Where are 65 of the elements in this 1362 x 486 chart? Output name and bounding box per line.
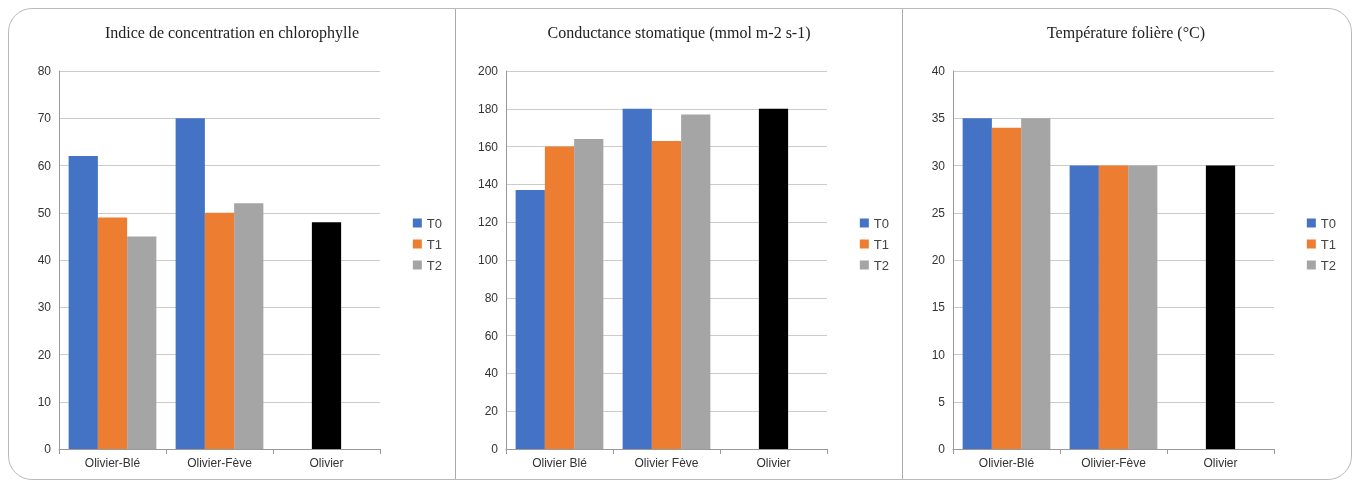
legend-label: T1 — [873, 236, 889, 252]
y-tick-label: 120 — [477, 215, 499, 230]
y-tick-label: 20 — [37, 347, 52, 362]
y-tick-label: 60 — [37, 158, 52, 173]
bar — [204, 212, 235, 449]
bar — [651, 140, 682, 449]
y-tick-label: 200 — [477, 64, 499, 78]
bar — [544, 146, 575, 449]
x-tick-label: Olivier — [1203, 456, 1238, 470]
bar — [1069, 165, 1099, 449]
legend-label: T1 — [426, 236, 442, 252]
y-tick-label: 160 — [477, 139, 499, 154]
legend-label: T2 — [426, 257, 442, 273]
chart-title: Température folière (°C) — [1046, 23, 1206, 42]
y-tick-label: 10 — [931, 347, 946, 362]
legend-label: T1 — [1320, 236, 1336, 252]
x-tick-label: Olivier — [309, 456, 344, 470]
x-tick-label: Olivier-Blé — [84, 456, 141, 470]
bar — [311, 222, 342, 449]
chart-title: Indice de concentration en chlorophylle — [104, 23, 360, 42]
bar — [991, 127, 1022, 449]
x-tick-label: Olivier Blé — [532, 456, 588, 470]
y-tick-label: 40 — [931, 64, 946, 78]
y-tick-label: 180 — [477, 101, 499, 116]
y-tick-label: 80 — [37, 64, 52, 78]
y-tick-label: 20 — [484, 404, 499, 419]
x-tick-label: Olivier — [756, 456, 791, 470]
x-tick-label: Olivier-Fève — [1081, 456, 1147, 470]
bar — [758, 108, 789, 449]
y-tick-label: 70 — [37, 111, 52, 126]
y-tick-label: 80 — [484, 290, 499, 305]
y-tick-label: 140 — [477, 177, 499, 192]
y-tick-label: 20 — [931, 253, 946, 267]
y-tick-label: 35 — [931, 111, 946, 126]
bar — [1098, 165, 1129, 449]
legend-label: T0 — [873, 215, 889, 231]
legend-label: T2 — [873, 257, 889, 273]
legend-label: T0 — [1320, 215, 1336, 231]
bar — [622, 108, 652, 449]
y-tick-label: 0 — [938, 442, 946, 456]
bar — [68, 156, 98, 449]
y-tick-label: 30 — [37, 300, 52, 315]
y-tick-label: 0 — [44, 442, 52, 456]
y-tick-label: 60 — [484, 328, 499, 343]
y-tick-label: 15 — [931, 300, 946, 315]
y-tick-label: 50 — [37, 205, 52, 220]
y-tick-label: 0 — [491, 442, 499, 456]
y-tick-label: 30 — [931, 158, 946, 173]
x-tick-label: Olivier-Fève — [187, 456, 253, 470]
legend-label: T0 — [426, 215, 442, 231]
bar — [962, 118, 992, 449]
bar — [515, 190, 545, 449]
y-tick-label: 5 — [938, 394, 946, 409]
y-tick-label: 100 — [477, 253, 499, 267]
legend-label: T2 — [1320, 257, 1336, 273]
chart-title: Conductance stomatique (mmol m-2 s-1) — [547, 23, 811, 42]
x-tick-label: Olivier Fève — [634, 456, 699, 470]
y-tick-label: 40 — [484, 366, 499, 381]
bar — [97, 217, 128, 449]
y-tick-label: 25 — [931, 205, 946, 220]
y-tick-label: 10 — [37, 394, 52, 409]
y-tick-label: 40 — [37, 253, 52, 267]
x-tick-label: Olivier-Blé — [978, 456, 1035, 470]
bar — [1205, 165, 1236, 449]
bar — [175, 118, 205, 449]
